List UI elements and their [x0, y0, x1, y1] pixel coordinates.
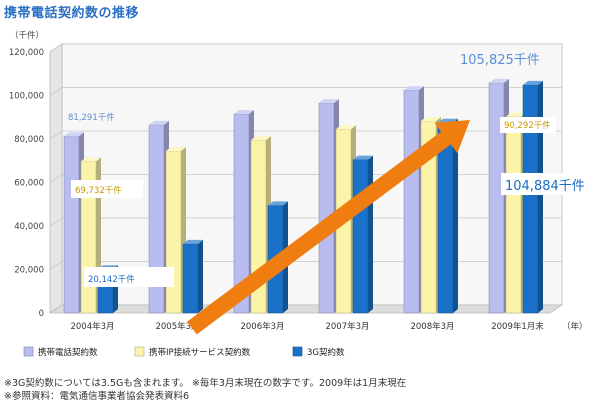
- bar-side-g3: [368, 155, 373, 313]
- y-tick-label: 40,000: [14, 222, 44, 232]
- data-callout-ip: 69,732千件: [75, 185, 122, 196]
- gridline: [49, 87, 562, 96]
- footnote-line: ※3G契約数については3.5Gも含まれます。 ※毎年3月末現在の数字です。200…: [4, 378, 407, 389]
- footnote-line: ※参照資料：電気通信事業者協会発表資料6: [4, 391, 190, 402]
- data-callout-ip: 90,292千件: [504, 120, 551, 131]
- page-title: 携帯電話契約数の推移: [4, 6, 140, 21]
- x-tick-label: 2008年3月: [410, 321, 454, 332]
- x-axis-unit: （年）: [562, 321, 588, 332]
- bar-top-ip: [421, 116, 441, 121]
- x-tick-label: 2007年3月: [325, 321, 369, 332]
- gridline: [49, 43, 562, 53]
- x-tick-label: 2005年3月: [155, 321, 199, 332]
- callout-box: [500, 117, 556, 133]
- legend-label-ip: 携帯IP接続サービス契約数: [149, 347, 251, 358]
- legend-label-mobile: 携帯電話契約数: [38, 347, 98, 358]
- bar-mobile: [318, 102, 335, 314]
- bar-top-g3: [183, 239, 203, 244]
- bar-side-g3: [538, 80, 543, 314]
- trend-arrow: [187, 120, 470, 335]
- y-tick-label: 100,000: [9, 92, 44, 102]
- bar-ip: [165, 150, 182, 314]
- legend-swatch-g3: [292, 346, 303, 357]
- y-axis-unit: （千件）: [10, 30, 44, 41]
- gridline: [49, 217, 562, 227]
- gridline: [49, 130, 562, 140]
- legend-swatch-mobile: [23, 346, 34, 357]
- data-callout-mobile: 105,825千件: [460, 53, 540, 68]
- bar-mobile: [403, 89, 420, 314]
- bar-mobile: [63, 135, 80, 314]
- bar-side-g3: [453, 118, 458, 313]
- y-tick-label: 80,000: [14, 135, 44, 145]
- bar-top-mobile: [404, 86, 424, 91]
- bar-top-mobile: [234, 109, 254, 114]
- data-callout-g3: 104,884千件: [505, 179, 585, 194]
- callout-box: [84, 267, 174, 287]
- bar-top-mobile: [489, 78, 509, 83]
- bar-g3: [182, 243, 199, 314]
- bar-top-mobile: [64, 132, 84, 137]
- bar-top-mobile: [319, 99, 339, 104]
- callout-box: [71, 180, 143, 198]
- legend-swatch-ip: [134, 346, 145, 357]
- data-callout-g3: 20,142千件: [88, 274, 135, 285]
- y-tick-label: 0: [39, 309, 44, 319]
- footnotes: ※3G契約数については3.5Gも含まれます。 ※毎年3月末現在の数字です。200…: [4, 377, 406, 403]
- bar-top-ip: [336, 125, 356, 130]
- bar-top-g3: [268, 201, 288, 206]
- bar-top-mobile: [149, 120, 169, 125]
- bar-top-g3: [523, 80, 543, 85]
- x-tick-label: 2009年1月末: [491, 321, 544, 332]
- bar-top-ip: [506, 112, 526, 117]
- bar-top-ip: [251, 136, 271, 141]
- y-tick-label: 120,000: [9, 48, 44, 58]
- gridline: [49, 261, 562, 270]
- x-tick-label: 2004年3月: [70, 321, 114, 332]
- data-callout-mobile: 81,291千件: [68, 112, 115, 123]
- callout-box: [501, 173, 569, 195]
- bar-side-g3: [198, 239, 203, 313]
- bar-top-g3: [353, 155, 373, 160]
- plot-floor: [48, 304, 564, 314]
- bar-g3: [352, 159, 369, 314]
- bar-top-ip: [166, 146, 186, 151]
- legend-label-g3: 3G契約数: [307, 347, 345, 358]
- x-tick-label: 2006年3月: [240, 321, 284, 332]
- y-tick-label: 60,000: [14, 179, 44, 189]
- bar-top-ip: [81, 157, 101, 162]
- bar-ip: [505, 116, 522, 314]
- y-tick-label: 20,000: [14, 266, 44, 276]
